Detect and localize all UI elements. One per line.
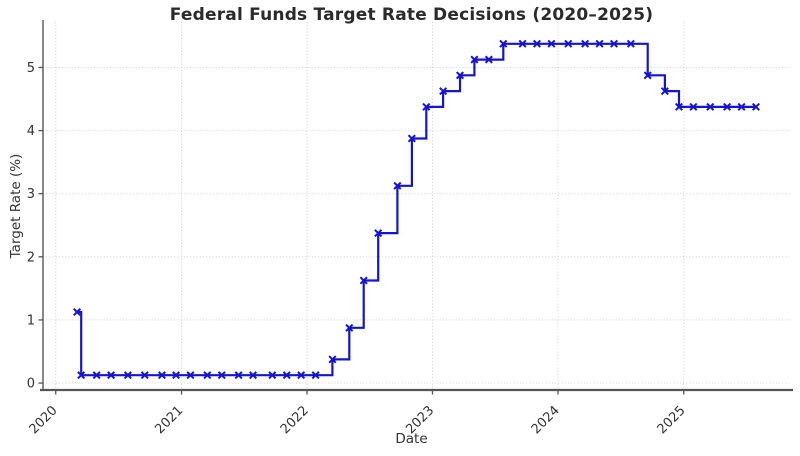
y-axis-ticks: 0 1 2 3 4 5 — [27, 61, 43, 392]
x-marker — [706, 102, 715, 111]
y-tick-label: 2 — [27, 250, 35, 265]
y-tick-label: 3 — [27, 187, 35, 202]
x-marker — [359, 276, 368, 285]
x-marker — [123, 371, 132, 380]
y-tick-label: 0 — [27, 377, 35, 392]
x-marker — [751, 102, 760, 111]
x-marker — [140, 371, 149, 380]
x-marker — [674, 102, 683, 111]
x-marker — [737, 102, 746, 111]
x-marker — [374, 229, 383, 238]
x-marker — [547, 39, 556, 48]
x-marker — [689, 102, 698, 111]
x-marker — [439, 87, 448, 96]
chart-title: Federal Funds Target Rate Decisions (202… — [169, 5, 654, 25]
x-marker — [499, 39, 508, 48]
x-axis-label: Date — [395, 431, 428, 447]
x-marker — [186, 371, 195, 380]
x-marker — [643, 71, 652, 80]
x-marker — [393, 181, 402, 190]
y-tick-label: 1 — [27, 313, 35, 328]
x-marker — [157, 371, 166, 380]
x-marker — [297, 371, 306, 380]
x-marker — [532, 39, 541, 48]
x-marker — [518, 39, 527, 48]
x-marker — [407, 134, 416, 143]
x-marker — [203, 371, 212, 380]
x-marker — [249, 371, 258, 380]
x-marker — [723, 102, 732, 111]
x-marker — [455, 71, 464, 80]
x-marker — [217, 371, 226, 380]
x-marker — [470, 55, 479, 64]
x-marker — [268, 371, 277, 380]
x-marker — [172, 371, 181, 380]
x-marker — [107, 371, 116, 380]
x-marker — [626, 39, 635, 48]
x-marker — [328, 355, 337, 364]
x-marker — [73, 308, 82, 317]
x-marker — [77, 371, 86, 380]
x-marker — [564, 39, 573, 48]
data-point-markers — [73, 39, 760, 380]
x-marker — [282, 371, 291, 380]
x-marker — [345, 323, 354, 332]
gridlines — [43, 22, 790, 390]
x-marker — [484, 55, 493, 64]
x-marker — [92, 371, 101, 380]
y-axis-label: Target Rate (%) — [8, 153, 24, 259]
x-marker — [595, 39, 604, 48]
y-tick-label: 4 — [27, 124, 35, 139]
x-marker — [609, 39, 618, 48]
x-marker — [660, 87, 669, 96]
x-marker — [581, 39, 590, 48]
x-marker — [234, 371, 243, 380]
x-marker — [311, 371, 320, 380]
x-marker — [422, 102, 431, 111]
rate-step-line — [77, 42, 756, 377]
y-tick-label: 5 — [27, 61, 35, 76]
